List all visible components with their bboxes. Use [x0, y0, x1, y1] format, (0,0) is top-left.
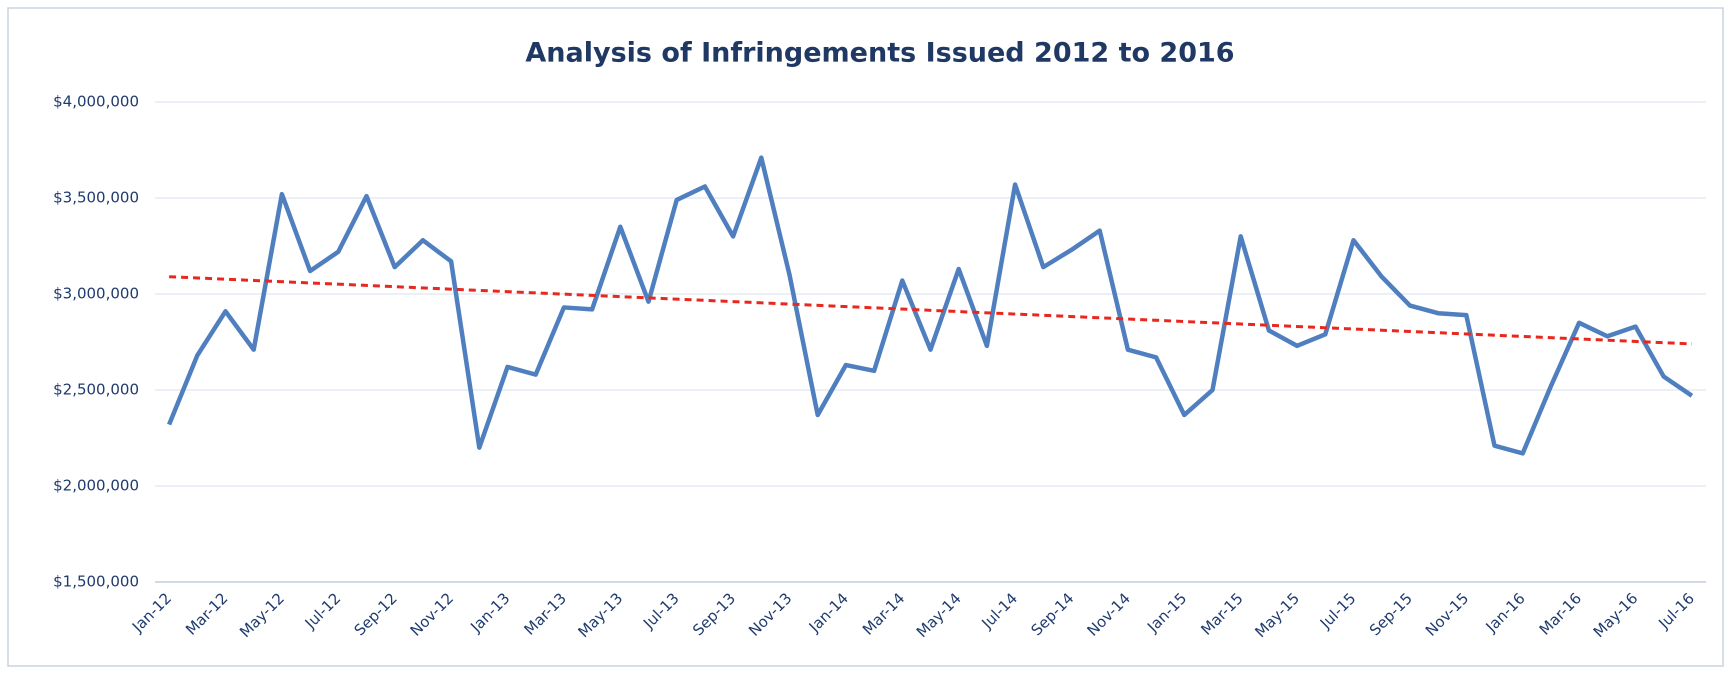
y-tick-label: $4,000,000 — [53, 93, 139, 111]
trend-line — [169, 275, 1692, 346]
y-tick-label: $1,500,000 — [53, 573, 139, 591]
chart-title: Analysis of Infringements Issued 2012 to… — [525, 38, 1234, 69]
y-tick-label: $3,000,000 — [53, 285, 139, 303]
data-line — [167, 155, 1694, 456]
y-tick-label: $2,000,000 — [53, 477, 139, 495]
y-tick-label: $2,500,000 — [53, 381, 139, 399]
y-tick-label: $3,500,000 — [53, 189, 139, 207]
chart-frame — [7, 7, 1724, 667]
